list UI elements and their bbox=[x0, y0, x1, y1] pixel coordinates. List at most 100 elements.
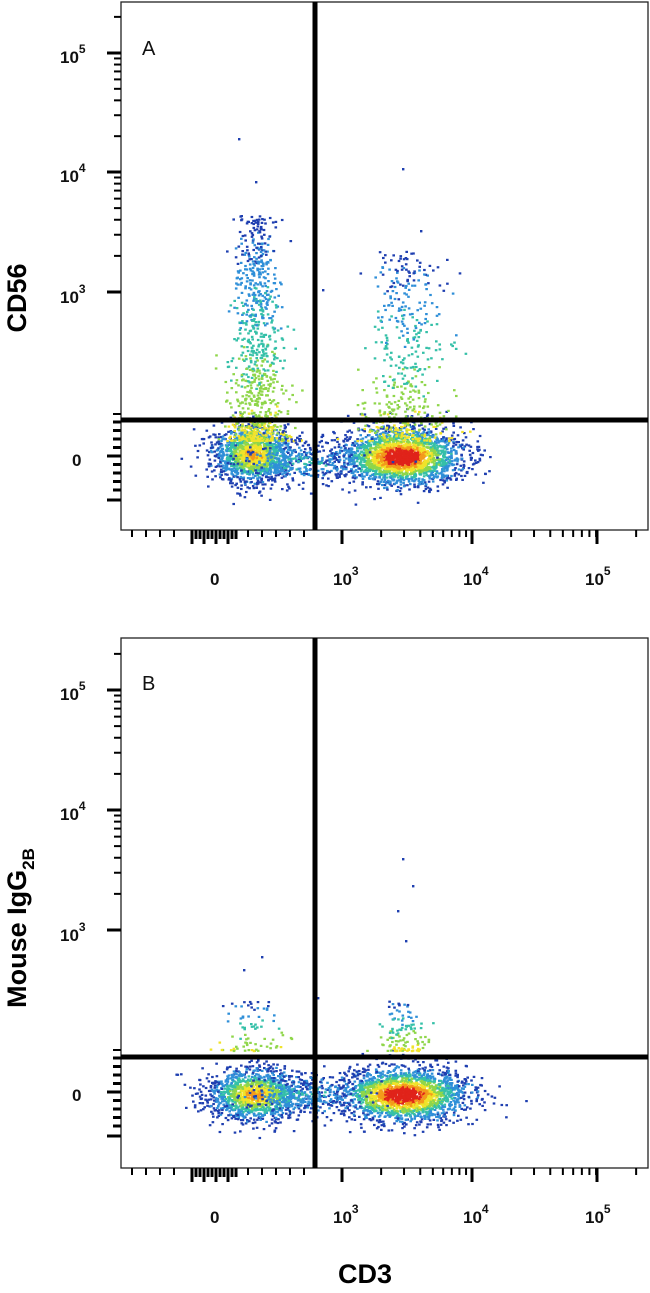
panel-a-cd56pos-dot bbox=[238, 278, 242, 281]
panel-a-cd56pos-dot bbox=[241, 313, 244, 316]
panel-a-cd3neg-dot bbox=[290, 463, 294, 466]
panel-a-cd3pos-dot bbox=[392, 475, 395, 478]
panel-a-cd56pos-dot bbox=[228, 436, 231, 440]
panel-a-cd3pos-dot bbox=[373, 453, 377, 456]
panel-a-cd3neg-dot bbox=[265, 471, 269, 474]
panel-a-cd3pos-dot bbox=[355, 442, 359, 445]
panel-a-cd3pos-dot bbox=[413, 483, 416, 486]
panel-a-cd3pos-cd56-dot bbox=[411, 434, 415, 437]
panel-a-cd3pos-dot bbox=[379, 480, 383, 483]
panel-a-cd3pos-cd56-dot bbox=[435, 314, 439, 317]
panel-a-cd3pos-cd56-dot bbox=[379, 414, 383, 417]
panel-a-cd3pos-dot bbox=[391, 478, 394, 481]
panel-a-cd3neg-dot bbox=[230, 446, 233, 449]
panel-a-cd56pos-dot bbox=[275, 437, 279, 440]
panel-a-cd3pos-dot bbox=[350, 431, 354, 434]
panel-a-cd56pos-dot bbox=[239, 215, 242, 218]
panel-a-cd3pos-cd56-dot bbox=[407, 307, 411, 310]
panel-a-cd3neg-dot bbox=[287, 485, 290, 488]
panel-a-cd3pos-cd56-dot bbox=[392, 281, 396, 285]
panel-a-cd3neg-dot bbox=[220, 421, 224, 424]
panel-a-cd56pos-dot bbox=[232, 373, 235, 376]
panel-a-cd3pos-dot bbox=[408, 488, 411, 491]
panel-a-cd3pos-cd56-dot bbox=[423, 304, 426, 307]
panel-a-cd3neg-dot bbox=[287, 442, 290, 445]
panel-a-cd3pos-dot bbox=[415, 445, 419, 448]
panel-a-cd3pos-dot bbox=[346, 463, 350, 466]
panel-a-cd3pos-dot bbox=[405, 473, 408, 476]
panel-a-cd56pos-dot bbox=[254, 321, 258, 324]
panel-a-cd3pos-cd56-dot bbox=[394, 413, 398, 416]
panel-a-cd3pos-dot bbox=[399, 480, 403, 483]
panel-a-cd3pos-dot bbox=[474, 473, 478, 476]
panel-a-cd56pos-dot bbox=[260, 339, 264, 342]
panel-a-cd3pos-dot bbox=[449, 439, 453, 442]
panel-a-cd3pos-dot bbox=[345, 466, 348, 469]
panel-a-cd56pos-dot bbox=[241, 338, 244, 341]
panel-a-cd3neg-dot bbox=[255, 457, 259, 460]
panel-a-cd3pos-dot bbox=[378, 442, 382, 445]
panel-a-cd3neg-dot bbox=[249, 455, 252, 458]
panel-a-cd56pos-dot bbox=[264, 298, 268, 301]
panel-a-cd3pos-cd56-dot bbox=[448, 440, 451, 443]
panel-a-cd3pos-dot bbox=[375, 456, 379, 459]
panel-a-cd56pos-dot bbox=[255, 415, 258, 418]
panel-a-cd3neg-dot bbox=[283, 435, 286, 438]
panel-a-cd56pos-dot bbox=[257, 378, 261, 381]
panel-a-cd3pos-cd56-dot bbox=[386, 438, 389, 441]
panel-a-cd3pos-cd56-dot bbox=[435, 340, 438, 343]
panel-a-cd3pos-cd56-dot bbox=[356, 428, 360, 431]
panel-a-cd3pos-dot bbox=[458, 444, 462, 447]
panel-a-cd3pos-dot bbox=[367, 425, 371, 428]
panel-a-cd3pos-cd56-dot bbox=[413, 336, 417, 339]
panel-a-cd3neg-dot bbox=[266, 461, 270, 464]
panel-a-cd3neg-dot bbox=[286, 472, 289, 475]
panel-a-cd3pos-dot bbox=[427, 480, 431, 483]
panel-a-cd56pos-dot bbox=[262, 228, 266, 232]
panel-a-cd3pos-dot bbox=[414, 465, 417, 469]
panel-a-cd3pos-dot bbox=[455, 477, 458, 480]
panel-a-cd3pos-dot bbox=[462, 463, 466, 466]
panel-a-cd3pos-dot bbox=[373, 457, 376, 461]
panel-a-cd3neg-dot bbox=[231, 441, 234, 444]
panel-a-cd3pos-cd56-dot bbox=[398, 307, 401, 310]
panel-a-cd3pos-dot bbox=[402, 454, 405, 457]
panel-a-cd3pos-cd56-dot bbox=[403, 366, 407, 369]
panel-a-cd3neg-dot bbox=[244, 456, 247, 460]
panel-a-cd3neg-dot bbox=[275, 460, 278, 463]
panel-a-cd3pos-dot bbox=[390, 460, 393, 463]
panel-a-cd56pos-dot bbox=[275, 370, 278, 373]
panel-a-cd3pos-cd56-dot bbox=[390, 402, 393, 405]
panel-a-cd3pos-dot bbox=[384, 450, 388, 453]
panel-a-cd3pos-dot bbox=[429, 430, 433, 433]
panel-a-cd56pos-dot bbox=[247, 375, 250, 379]
panel-a-cd3pos-cd56-dot bbox=[374, 431, 377, 434]
panel-a-cd3pos-dot bbox=[384, 452, 387, 455]
panel-a-cd3pos-cd56-dot bbox=[418, 269, 421, 272]
panel-a-cd56pos-dot bbox=[243, 337, 246, 340]
panel-a-cd3pos-dot bbox=[355, 460, 359, 463]
panel-a-cd3pos-dot bbox=[489, 456, 492, 459]
panel-a-cd56pos-dot bbox=[249, 230, 252, 233]
panel-a-cd3pos-dot bbox=[349, 463, 353, 466]
panel-a-cd3neg-dot bbox=[280, 451, 283, 454]
panel-a-cd3neg-dot bbox=[225, 445, 229, 448]
panel-a-cd56pos-dot bbox=[230, 360, 234, 363]
panel-a-cd56pos-dot bbox=[276, 402, 280, 405]
panel-a-cd56pos-dot bbox=[241, 401, 244, 404]
panel-a-cd3pos-dot bbox=[354, 454, 357, 457]
panel-a-cd56pos-dot bbox=[280, 283, 283, 286]
panel-a-cd3pos-dot bbox=[442, 437, 445, 441]
panel-a-cd56pos-dot bbox=[236, 398, 239, 401]
panel-a-cd56pos-dot bbox=[277, 409, 281, 413]
panel-a-cd3neg-dot bbox=[293, 471, 296, 474]
panel-a-cd3pos-dot bbox=[440, 458, 443, 461]
panel-a-cd3pos-dot bbox=[428, 477, 432, 480]
panel-a-cd56pos-dot bbox=[273, 414, 277, 417]
panel-a-cd3neg-dot bbox=[283, 427, 287, 430]
panel-a-cd3pos-dot bbox=[395, 449, 399, 452]
panel-a-cd3pos-cd56-dot bbox=[399, 308, 403, 311]
panel-a-cd56pos-dot bbox=[251, 260, 255, 263]
panel-a-cd3pos-dot bbox=[452, 438, 455, 441]
panel-a-cd3pos-cd56-dot bbox=[412, 389, 415, 392]
